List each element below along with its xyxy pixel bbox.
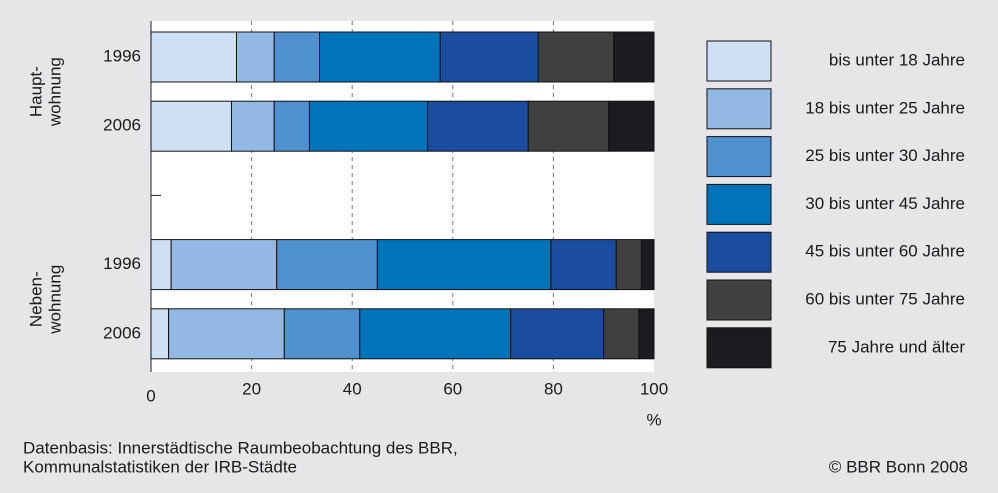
group-label: Haupt-: [26, 66, 45, 117]
group-label: wohnung: [45, 265, 64, 335]
legend-swatch: [706, 279, 772, 321]
group-label: Neben-: [26, 271, 45, 327]
copyright: © BBR Bonn 2008: [829, 457, 968, 476]
bar-segment: [376, 239, 552, 291]
legend-swatch: [706, 327, 772, 369]
bar-segment: [527, 100, 610, 152]
legend-swatch: [706, 183, 772, 225]
group-label: wohnung: [45, 57, 64, 127]
bar-segment: [168, 308, 285, 360]
legend-swatch: [706, 40, 772, 82]
bar-segment: [150, 31, 238, 83]
x-tick-label: 0: [146, 386, 155, 405]
bar-segment: [236, 31, 275, 83]
bar-segment: [359, 308, 512, 360]
x-axis-label: %: [646, 410, 661, 429]
legend-label: 30 bis unter 45 Jahre: [805, 194, 965, 213]
bar-segment: [613, 31, 655, 83]
bar-segment: [150, 100, 232, 152]
bar-segment: [319, 31, 441, 83]
bar-segment: [640, 239, 655, 291]
legend-swatch: [706, 136, 772, 178]
bar-segment: [615, 239, 642, 291]
legend-label: 45 bis unter 60 Jahre: [805, 242, 965, 261]
legend-label: 25 bis unter 30 Jahre: [805, 146, 965, 165]
bar-segment: [608, 100, 655, 152]
x-tick-label: 40: [343, 379, 362, 398]
y-tick-label: 2006: [103, 116, 141, 135]
y-tick-label: 1996: [103, 254, 141, 273]
bar-segment: [638, 308, 655, 360]
bar-segment: [273, 100, 310, 152]
bar-segment: [537, 31, 615, 83]
x-tick-label: 20: [242, 379, 261, 398]
legend-label: 60 bis unter 75 Jahre: [805, 289, 965, 308]
y-tick-label: 2006: [103, 323, 141, 342]
bar-segment: [273, 31, 321, 83]
bar-segment: [603, 308, 640, 360]
bar-segment: [150, 308, 170, 360]
bar-segment: [283, 308, 361, 360]
legend-label: bis unter 18 Jahre: [829, 50, 965, 69]
bar-segment: [550, 239, 617, 291]
bar-segment: [276, 239, 378, 291]
bar-segment: [170, 239, 278, 291]
legend-swatch: [706, 231, 772, 273]
bar-segment: [230, 100, 275, 152]
legend-label: 75 Jahre und älter: [828, 337, 965, 356]
x-tick-label: 80: [544, 379, 563, 398]
source: Kommunalstatistiken der IRB-Städte: [23, 457, 297, 476]
bar-segment: [439, 31, 539, 83]
bar-segment: [308, 100, 429, 152]
x-tick-label: 60: [443, 379, 462, 398]
legend-swatch: [706, 88, 772, 130]
x-tick-label: 100: [640, 379, 668, 398]
bar-segment: [427, 100, 529, 152]
bar-segment: [510, 308, 605, 360]
source: Datenbasis: Innerstädtische Raumbeobacht…: [23, 438, 458, 457]
bar-segment: [150, 239, 172, 291]
legend-label: 18 bis unter 25 Jahre: [805, 98, 965, 117]
y-tick-label: 1996: [103, 46, 141, 65]
